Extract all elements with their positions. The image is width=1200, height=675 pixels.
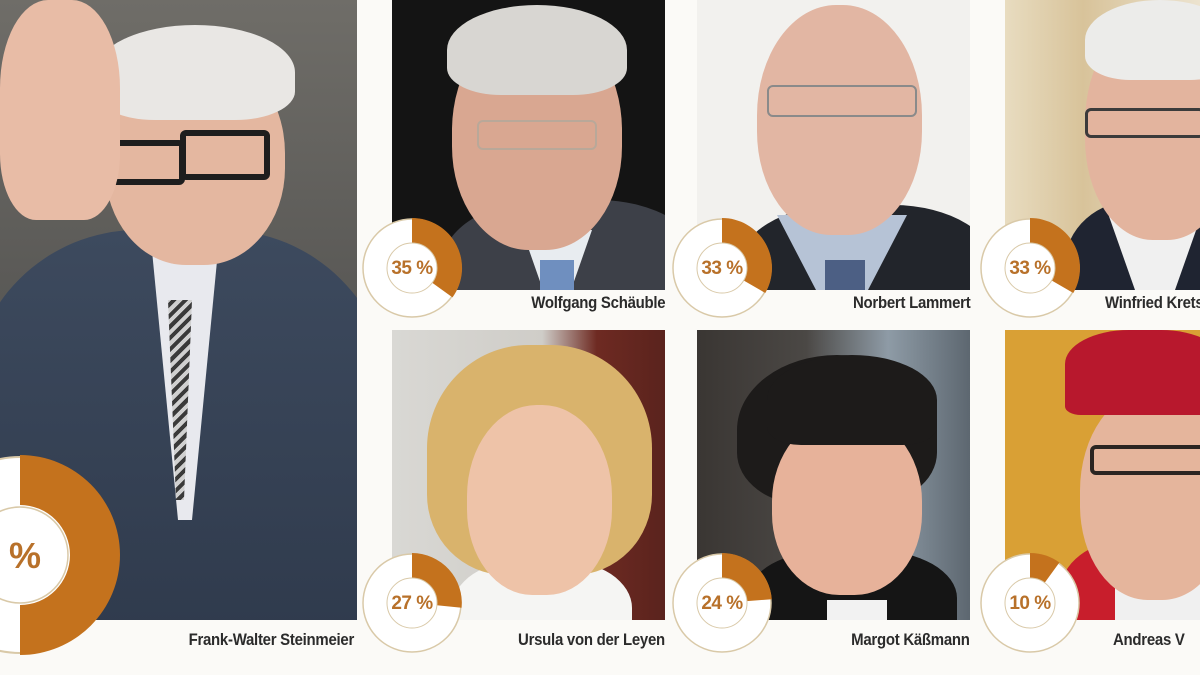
- donut-lammert: 33 %: [672, 218, 772, 318]
- name-label: Frank-Walter Steinmeier: [188, 630, 355, 649]
- percent-label: 35 %: [391, 258, 433, 279]
- donut-vosskuhle: 10 %: [980, 552, 1080, 653]
- percent-label: 33 %: [1009, 258, 1051, 279]
- name-label: Ursula von der Leyen: [518, 630, 665, 649]
- donut-schaeuble: 35 %: [362, 217, 463, 318]
- donut-steinmeier: 2 %: [0, 455, 120, 655]
- donut-chart-icon: [672, 553, 772, 653]
- percent-label: 10 %: [1009, 593, 1051, 614]
- percent-label: 2 %: [0, 535, 41, 576]
- name-label: Wolfgang Schäuble: [530, 293, 665, 312]
- photo-steinmeier: [0, 0, 357, 620]
- donut-kaessmann: 24 %: [672, 553, 772, 653]
- name-label: Margot Käßmann: [851, 630, 971, 649]
- donut-kretschmann: 33 %: [980, 218, 1080, 318]
- photo-von-der-leyen: [392, 330, 665, 620]
- donut-chart-icon: [672, 218, 772, 318]
- percent-label: 24 %: [701, 593, 743, 614]
- name-label: Andreas V: [1113, 630, 1185, 649]
- name-label: Winfried Krets: [1105, 293, 1200, 312]
- donut-chart-icon: [980, 218, 1080, 318]
- name-label: Norbert Lammert: [852, 293, 971, 312]
- photo-kaessmann: [697, 330, 970, 620]
- photo-schaeuble: [392, 0, 665, 290]
- donut-chart-icon: [362, 553, 462, 653]
- donut-von-der-leyen: 27 %: [362, 553, 462, 653]
- percent-label: 33 %: [701, 258, 743, 279]
- donut-chart-icon: [362, 217, 463, 318]
- percent-label: 27 %: [391, 593, 433, 614]
- donut-chart-icon: [980, 552, 1080, 653]
- donut-chart-icon: [0, 455, 120, 655]
